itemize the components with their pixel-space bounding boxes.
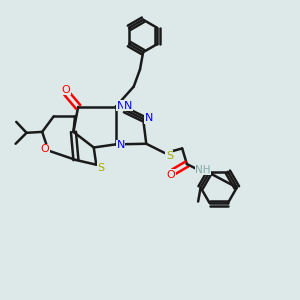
Text: N: N: [116, 140, 125, 150]
Text: O: O: [61, 85, 70, 95]
Text: N: N: [145, 113, 153, 123]
Text: O: O: [40, 144, 49, 154]
Text: N: N: [116, 101, 125, 111]
Text: S: S: [166, 151, 173, 160]
Text: O: O: [167, 170, 175, 180]
Text: NH: NH: [195, 165, 211, 175]
Text: N: N: [124, 101, 132, 111]
Text: S: S: [98, 163, 104, 173]
